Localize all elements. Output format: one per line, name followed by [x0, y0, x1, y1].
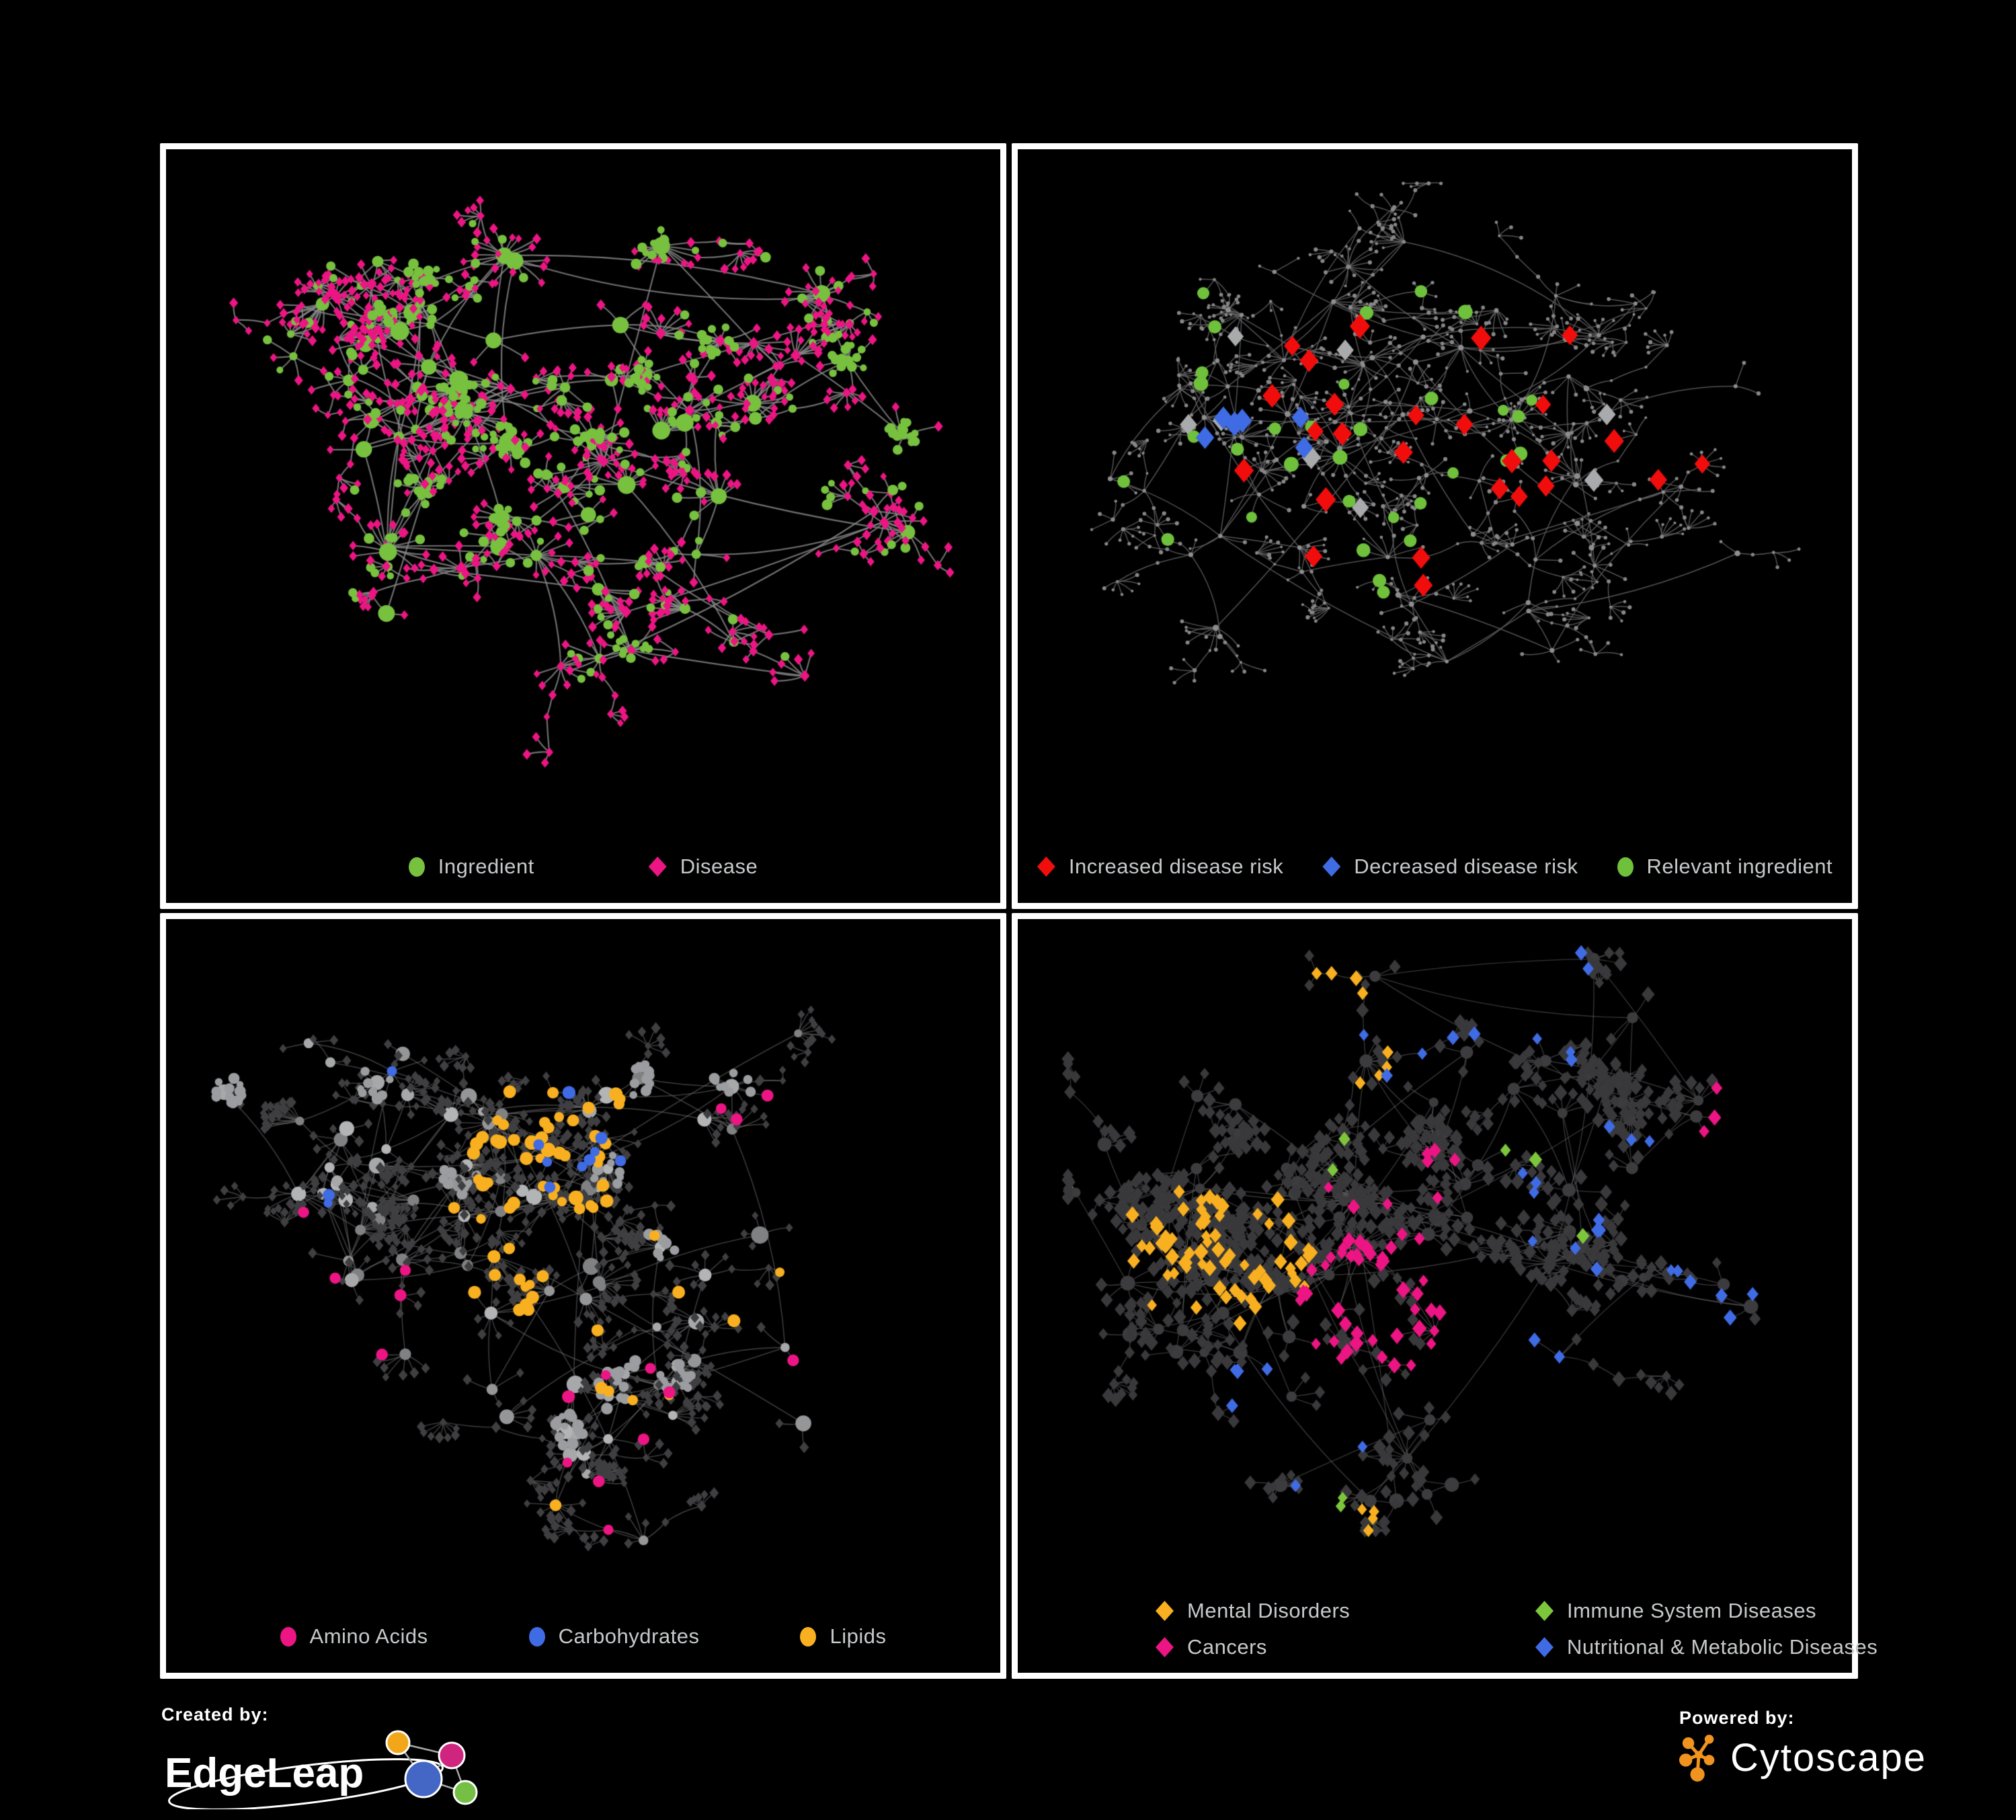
cytoscape-credit: Powered by: Cytosc — [1679, 1708, 1927, 1782]
edgeleap-swoosh — [167, 1758, 444, 1811]
legend-label-decreased-disease-risk: Decreased disease risk — [1354, 855, 1578, 878]
legend-disease-categories: Mental Disorders Immune System Diseases Ca… — [1156, 1599, 1878, 1659]
diamond-swatch-increased-disease-risk — [1037, 857, 1055, 877]
edgeleap-brand-text: EdgeLeap — [165, 1750, 364, 1796]
panel-disease-categories-network: Mental Disorders Immune System Diseases Ca… — [1012, 913, 1878, 1679]
diamond-swatch-nutritional-metabolic-diseases — [1535, 1637, 1554, 1657]
legend-ingredient-disease: Ingredient Disease — [179, 855, 987, 879]
cytoscape-logo-icon — [1679, 1735, 1715, 1782]
edgeleap-node-orange — [385, 1730, 411, 1755]
diamond-swatch-cancers — [1156, 1637, 1174, 1657]
legend-label-carbohydrates: Carbohydrates — [558, 1624, 700, 1648]
legend-label-disease: Disease — [680, 855, 758, 878]
legend-item-mental-disorders: Mental Disorders — [1156, 1599, 1350, 1623]
circle-swatch-carbohydrates — [528, 1626, 545, 1647]
legend-label-cancers: Cancers — [1187, 1635, 1267, 1659]
network-canvas-nutrient-groups — [166, 919, 1000, 1673]
panel-nutrient-groups-network: Amino Acids Carbohydrates Lipids — [160, 913, 1006, 1679]
legend-item-decreased-disease-risk: Decreased disease risk — [1322, 855, 1578, 879]
circle-swatch-ingredient — [408, 857, 425, 877]
circle-swatch-relevant-ingredient — [1617, 857, 1634, 877]
legend-item-carbohydrates: Carbohydrates — [528, 1624, 700, 1649]
panel-disease-risk-network: Increased disease risk Decreased disease … — [1012, 143, 1858, 909]
network-canvas-disease-categories — [1018, 919, 1852, 1673]
legend-label-mental-disorders: Mental Disorders — [1187, 1599, 1350, 1622]
diamond-swatch-mental-disorders — [1156, 1601, 1174, 1621]
edgeleap-credit: Created by: EdgeLeap — [161, 1704, 497, 1813]
legend-nutrient-groups: Amino Acids Carbohydrates Lipids — [179, 1624, 987, 1649]
legend-item-relevant-ingredient: Relevant ingredient — [1617, 855, 1833, 879]
legend-item-increased-disease-risk: Increased disease risk — [1037, 855, 1283, 879]
edgeleap-node-magenta — [438, 1741, 466, 1770]
legend-item-cancers: Cancers — [1156, 1635, 1267, 1659]
created-by-label: Created by: — [161, 1704, 269, 1725]
legend-item-immune-system-diseases: Immune System Diseases — [1535, 1599, 1816, 1623]
diamond-swatch-disease — [648, 857, 667, 877]
powered-by-label: Powered by: — [1679, 1708, 1795, 1728]
legend-label-lipids: Lipids — [830, 1624, 887, 1648]
legend-label-immune-system-diseases: Immune System Diseases — [1567, 1599, 1817, 1622]
legend-item-amino-acids: Amino Acids — [280, 1624, 428, 1649]
network-canvas-ingredient-disease — [166, 149, 1000, 903]
edgeleap-logo: EdgeLeap — [165, 1730, 478, 1811]
edgeleap-node-blue — [404, 1759, 443, 1798]
legend-item-nutritional-metabolic-diseases: Nutritional & Metabolic Diseases — [1535, 1635, 1878, 1659]
circle-swatch-lipids — [800, 1626, 817, 1647]
edgeleap-node-green — [452, 1780, 478, 1805]
network-canvas-disease-risk — [1018, 149, 1852, 903]
legend-label-amino-acids: Amino Acids — [309, 1624, 428, 1648]
legend-label-increased-disease-risk: Increased disease risk — [1068, 855, 1284, 878]
legend-label-nutritional-metabolic-diseases: Nutritional & Metabolic Diseases — [1567, 1635, 1878, 1659]
legend-item-ingredient: Ingredient — [408, 855, 534, 879]
circle-swatch-amino-acids — [280, 1626, 296, 1647]
cytoscape-logo-nodes — [1679, 1735, 1715, 1782]
cytoscape-brand-text: Cytoscape — [1730, 1735, 1927, 1780]
diamond-swatch-immune-system-diseases — [1535, 1601, 1554, 1621]
diamond-swatch-decreased-disease-risk — [1322, 857, 1341, 877]
legend-item-lipids: Lipids — [800, 1624, 886, 1649]
legend-item-disease: Disease — [648, 855, 758, 879]
legend-label-ingredient: Ingredient — [438, 855, 534, 878]
legend-disease-risk: Increased disease risk Decreased disease … — [1031, 855, 1839, 879]
legend-label-relevant-ingredient: Relevant ingredient — [1646, 855, 1833, 878]
panel-ingredient-disease-network: Ingredient Disease — [160, 143, 1006, 909]
